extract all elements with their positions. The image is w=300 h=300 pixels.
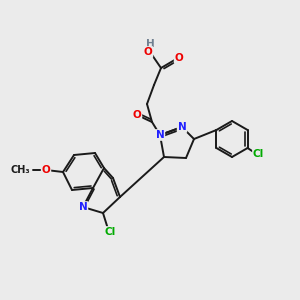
Text: Cl: Cl (104, 227, 116, 237)
Text: O: O (42, 165, 50, 175)
Text: N: N (178, 122, 186, 132)
Text: H: H (146, 39, 154, 49)
Text: O: O (133, 110, 141, 120)
Text: CH₃: CH₃ (11, 165, 30, 175)
Text: O: O (144, 47, 152, 57)
Text: Cl: Cl (253, 149, 264, 159)
Text: N: N (156, 130, 164, 140)
Text: O: O (175, 53, 183, 63)
Text: N: N (79, 202, 87, 212)
